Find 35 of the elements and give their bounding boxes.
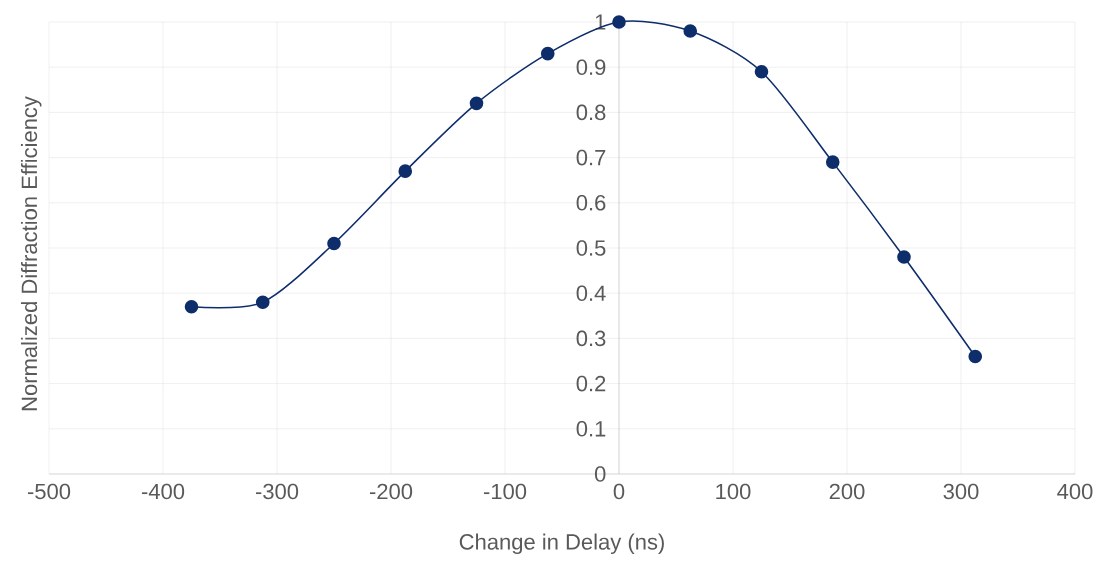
y-tick-label: 0.6: [576, 195, 606, 211]
point: [968, 349, 983, 364]
x-tick-label: -100: [483, 483, 527, 500]
point: [255, 295, 270, 310]
y-tick-label: 0.9: [576, 59, 606, 75]
x-tick-label: -200: [369, 483, 413, 500]
y-axis-title: Normalized Diffraction Efficiency: [20, 96, 42, 411]
point: [612, 15, 626, 29]
y-tick-label: 0: [594, 466, 606, 482]
y-tick-label: 0.7: [576, 149, 606, 166]
y-tick-label: 0.3: [576, 330, 606, 347]
x-tick-label: 100: [716, 483, 751, 500]
point: [683, 24, 698, 38]
point: [540, 46, 555, 61]
point: [825, 155, 840, 169]
point: [754, 64, 769, 79]
y-tick-label: 1: [595, 14, 606, 30]
point: [398, 164, 413, 178]
y-tick-label: 0.2: [576, 375, 606, 392]
x-tick-label: 400: [1057, 483, 1093, 500]
x-tick-label: 300: [943, 483, 979, 500]
y-tick-label: 0.8: [576, 104, 606, 121]
y-tick-label: 0.1: [576, 421, 606, 437]
y-tick-label: 0.5: [576, 240, 606, 256]
point: [184, 299, 199, 314]
point: [327, 236, 341, 251]
x-tick-label: -300: [255, 483, 299, 500]
point: [897, 250, 911, 264]
x-tick-label: 0: [613, 483, 625, 500]
x-tick-label: -500: [27, 483, 71, 500]
x-tick-label: 200: [829, 483, 865, 500]
y-tick-label: 0.4: [576, 285, 606, 301]
point: [469, 96, 484, 111]
x-tick-label: -400: [141, 483, 185, 500]
x-axis-title: Change in Delay (ns): [459, 533, 664, 555]
